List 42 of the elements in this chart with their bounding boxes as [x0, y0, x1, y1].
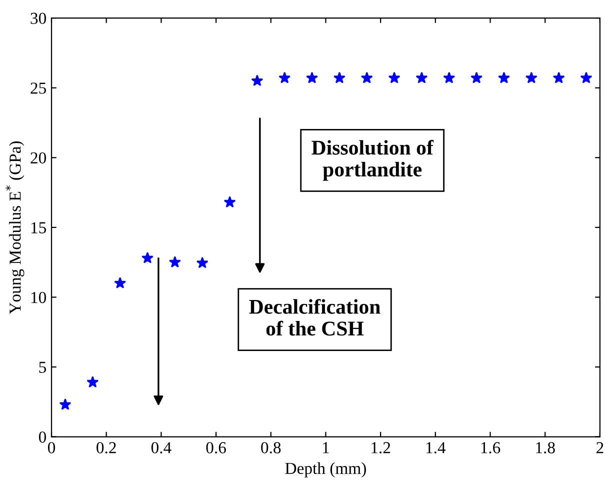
x-tick-label: 0.6 [206, 442, 226, 454]
point [142, 252, 154, 264]
point [525, 72, 538, 84]
point [168, 256, 181, 268]
point [251, 74, 264, 86]
x-tick-label: 0.2 [96, 442, 116, 454]
y-tick-label: 10 [31, 292, 46, 304]
x-tick-label: 1.2 [372, 442, 390, 454]
point [498, 72, 510, 84]
x-tick-label: 1.8 [536, 442, 555, 454]
point [443, 72, 456, 84]
y-axis-title: Young Modulus E$^{*}$ (GPa) [6, 141, 24, 314]
point [470, 72, 483, 84]
point [306, 72, 318, 84]
x-tick-label: 0.8 [261, 442, 281, 454]
x-axis-title: Depth (mm) [285, 462, 366, 478]
y-tick-label: 25 [30, 82, 46, 94]
x-tick-label: 0.4 [151, 442, 172, 454]
point [388, 72, 400, 84]
point [360, 72, 373, 84]
x-tick-label: 1.6 [481, 442, 500, 454]
y-tick-label: 30 [30, 12, 46, 24]
point [580, 72, 592, 84]
y-tick-label: 5 [39, 362, 46, 373]
point [59, 398, 72, 410]
point [224, 196, 236, 208]
point [416, 72, 428, 84]
x-tick-label: 1.4 [426, 442, 446, 454]
point [86, 376, 99, 388]
point [196, 256, 208, 268]
point [278, 72, 291, 84]
x-tick-label: 1 [323, 442, 329, 454]
annotation: Dissolution of portlandite [312, 140, 434, 181]
point [552, 72, 565, 84]
point [114, 276, 126, 288]
point [333, 72, 346, 84]
y-tick-label: 0 [38, 431, 46, 443]
x-tick-label: 0 [48, 442, 56, 454]
y-tick-label: 15 [31, 222, 46, 234]
x-tick-label: 2 [596, 442, 604, 454]
annotation: Decalcification of the CSH [249, 298, 380, 336]
y-tick-label: 20 [30, 152, 46, 164]
